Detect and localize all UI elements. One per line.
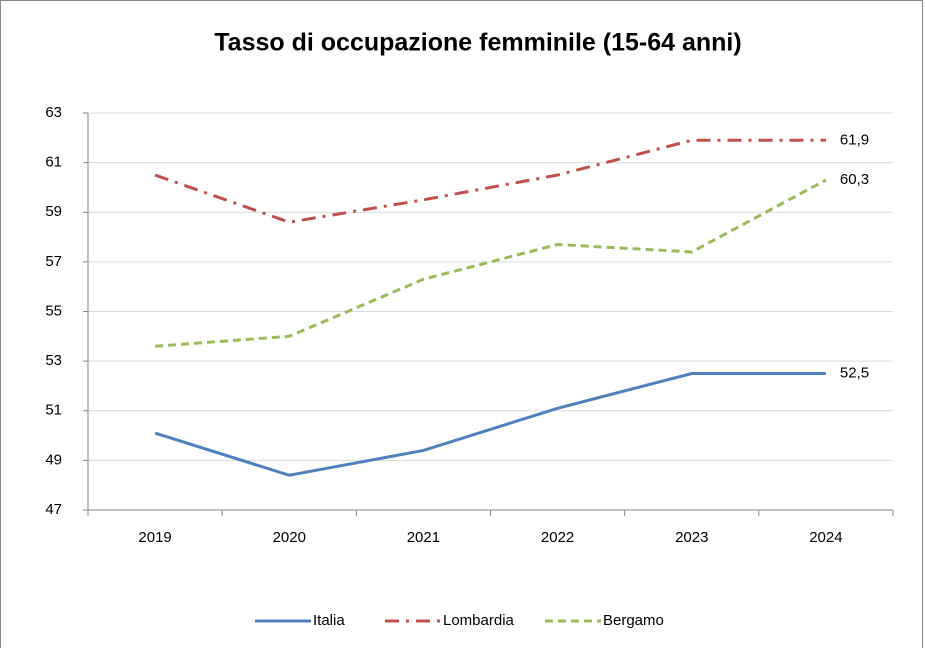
y-tick-label: 47 bbox=[45, 501, 62, 518]
x-tick-label: 2021 bbox=[407, 529, 440, 546]
y-tick-label: 61 bbox=[45, 154, 62, 171]
x-tick-label: 2019 bbox=[138, 529, 171, 546]
y-tick-label: 59 bbox=[45, 203, 62, 220]
chart-title: Tasso di occupazione femminile (15-64 an… bbox=[214, 29, 741, 57]
series-line bbox=[154, 372, 826, 477]
y-tick-label: 57 bbox=[45, 253, 62, 270]
data-label: 60,3 bbox=[840, 171, 869, 188]
y-tick-label: 53 bbox=[45, 352, 62, 369]
x-tick-label: 2022 bbox=[541, 529, 574, 546]
data-label: 61,9 bbox=[840, 131, 869, 148]
legend-label: Italia bbox=[313, 612, 345, 629]
series-line bbox=[154, 178, 827, 348]
x-tick-label: 2020 bbox=[273, 529, 306, 546]
x-tick-label: 2023 bbox=[675, 529, 708, 546]
series-line bbox=[154, 138, 826, 224]
data-label: 52,5 bbox=[840, 365, 869, 382]
y-tick-label: 51 bbox=[45, 402, 62, 419]
x-tick-label: 2024 bbox=[809, 529, 842, 546]
legend-label: Lombardia bbox=[443, 612, 515, 629]
y-tick-label: 49 bbox=[45, 451, 62, 468]
legend-label: Bergamo bbox=[603, 612, 664, 629]
y-tick-label: 55 bbox=[45, 302, 62, 319]
y-tick-label: 63 bbox=[45, 104, 62, 121]
